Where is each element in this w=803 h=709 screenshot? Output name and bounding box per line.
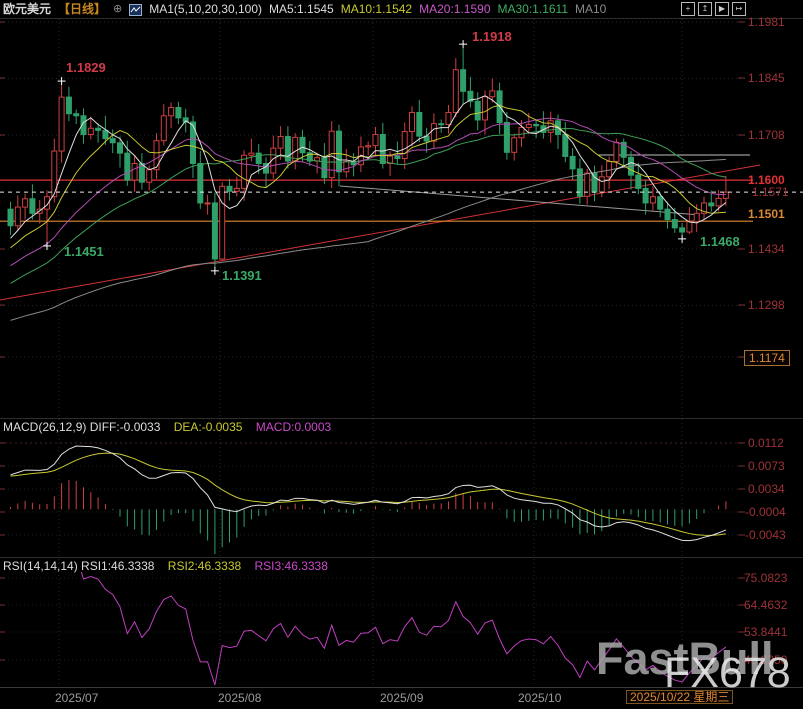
zoom-tool-icon[interactable]: ↥ bbox=[698, 2, 712, 16]
macd-tick: 0.0034 bbox=[748, 482, 785, 496]
price-tick: 1.1708 bbox=[748, 128, 785, 142]
annotation-oct-low: 1.1468 bbox=[700, 234, 740, 249]
pan-tool-icon[interactable]: + bbox=[681, 2, 695, 16]
xaxis-tick-oct: 2025/10 bbox=[518, 691, 562, 705]
chart-toolbar: + ↥ ▶ ↦ bbox=[681, 2, 746, 16]
annotation-sep-high: 1.1918 bbox=[472, 29, 512, 44]
symbol-title[interactable]: 欧元美元 bbox=[3, 2, 52, 16]
ma5-legend: MA5:1.1545 bbox=[269, 2, 334, 16]
last-close-label: 1.1571 bbox=[752, 185, 789, 199]
macd-tick: 0.0112 bbox=[748, 436, 784, 450]
ma10-legend: MA10:1.1542 bbox=[340, 2, 413, 16]
xaxis-tick-sep: 2025/09 bbox=[380, 691, 424, 705]
rsi3-legend: RSI3:46.3338 bbox=[254, 559, 328, 573]
rsi-tick: 43.2250 bbox=[744, 653, 788, 667]
rsi-separator bbox=[0, 557, 803, 558]
macd-dea-legend: DEA:-0.0035 bbox=[173, 420, 243, 434]
rsi-panel bbox=[80, 572, 727, 686]
price-tick: 1.1981 bbox=[748, 15, 785, 29]
support-level-label: 1.1501 bbox=[748, 207, 785, 221]
extreme-markers bbox=[43, 40, 687, 275]
rsi2-legend: RSI2:46.3338 bbox=[167, 559, 242, 573]
macd-diff-legend: MACD(26,12,9) DIFF:-0.0033 bbox=[3, 420, 161, 434]
macd-legend: MACD(26,12,9) DIFF:-0.0033 DEA:-0.0035 M… bbox=[3, 420, 341, 435]
expand-icon[interactable]: ⊕ bbox=[113, 3, 123, 15]
macd-panel bbox=[10, 445, 727, 554]
macd-value-legend: MACD:0.0003 bbox=[255, 420, 332, 434]
rsi-tick: 75.0823 bbox=[744, 571, 788, 585]
ma100-legend: MA10 bbox=[575, 2, 607, 16]
resistance-level-label: 1.1600 bbox=[748, 173, 785, 187]
annotation-aug-low: 1.1391 bbox=[222, 268, 262, 283]
period-label[interactable]: 【日线】 bbox=[58, 2, 107, 16]
main-panel bbox=[0, 48, 761, 321]
ma20-legend: MA20:1.1590 bbox=[419, 2, 491, 16]
exit-tool-icon[interactable]: ↦ bbox=[732, 2, 746, 16]
indicator-chart-icon[interactable] bbox=[129, 3, 143, 16]
macd-separator bbox=[0, 418, 803, 419]
xaxis-tick-aug: 2025/08 bbox=[218, 691, 262, 705]
play-tool-icon[interactable]: ▶ bbox=[715, 2, 729, 16]
axis-ticks bbox=[0, 21, 745, 661]
price-tick: 1.1298 bbox=[748, 298, 785, 312]
xaxis-separator bbox=[0, 687, 803, 688]
macd-tick: -0.0043 bbox=[745, 528, 786, 542]
annotation-jul-high: 1.1829 bbox=[66, 60, 106, 75]
rsi1-legend: RSI(14,14,14) RSI1:46.3338 bbox=[3, 559, 155, 573]
rsi-legend: RSI(14,14,14) RSI1:46.3338 RSI2:46.3338 … bbox=[3, 559, 338, 574]
alert-price-label: 1.1174 bbox=[744, 350, 790, 366]
xaxis-current-date: 2025/10/22 星期三 bbox=[626, 690, 734, 704]
ma30-legend: MA30:1.1611 bbox=[497, 2, 569, 16]
gridlines bbox=[0, 19, 745, 686]
ma-settings-label: MA1(5,10,20,30,100) bbox=[149, 2, 262, 16]
annotation-jun-low: 1.1451 bbox=[64, 244, 104, 259]
price-tick: 1.1845 bbox=[748, 71, 785, 85]
chart-header: 欧元美元 【日线】 ⊕ MA1(5,10,20,30,100) MA5:1.15… bbox=[0, 0, 803, 18]
price-tick: 1.1434 bbox=[748, 242, 785, 256]
macd-tick: -0.0004 bbox=[745, 505, 786, 519]
header-separator bbox=[0, 18, 803, 19]
fx678-watermark: FX678 bbox=[664, 649, 791, 697]
macd-tick: 0.0073 bbox=[748, 459, 785, 473]
rsi-tick: 64.4632 bbox=[744, 598, 788, 612]
fastbull-watermark: FastBull bbox=[596, 633, 774, 684]
rsi-tick: 53.8441 bbox=[744, 625, 788, 639]
xaxis-tick-jul: 2025/07 bbox=[55, 691, 99, 705]
